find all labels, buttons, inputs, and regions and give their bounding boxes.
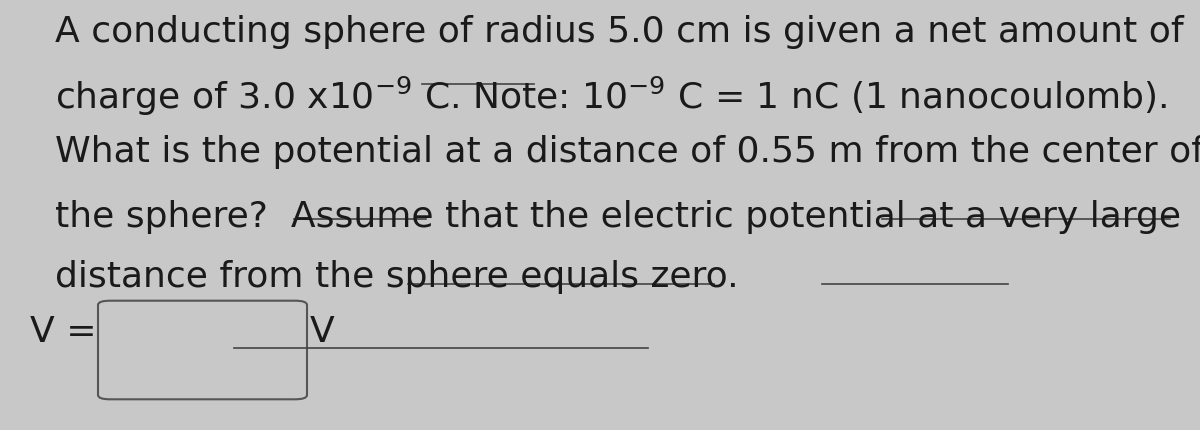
Text: What is the potential at a distance of 0.55 m from the center of: What is the potential at a distance of 0… — [55, 135, 1200, 169]
Text: A conducting sphere of radius 5.0 cm is given a net amount of: A conducting sphere of radius 5.0 cm is … — [55, 15, 1183, 49]
Text: distance from the sphere equals zero.: distance from the sphere equals zero. — [55, 260, 739, 294]
Text: the sphere?  Assume that the electric potential at a very large: the sphere? Assume that the electric pot… — [55, 200, 1181, 234]
Text: V: V — [310, 315, 335, 349]
Text: charge of 3.0 x10$^{-9}$ C. Note: 10$^{-9}$ C = 1 nC (1 nanocoulomb).: charge of 3.0 x10$^{-9}$ C. Note: 10$^{-… — [55, 75, 1168, 118]
Text: V =: V = — [30, 315, 97, 349]
FancyBboxPatch shape — [98, 301, 307, 399]
